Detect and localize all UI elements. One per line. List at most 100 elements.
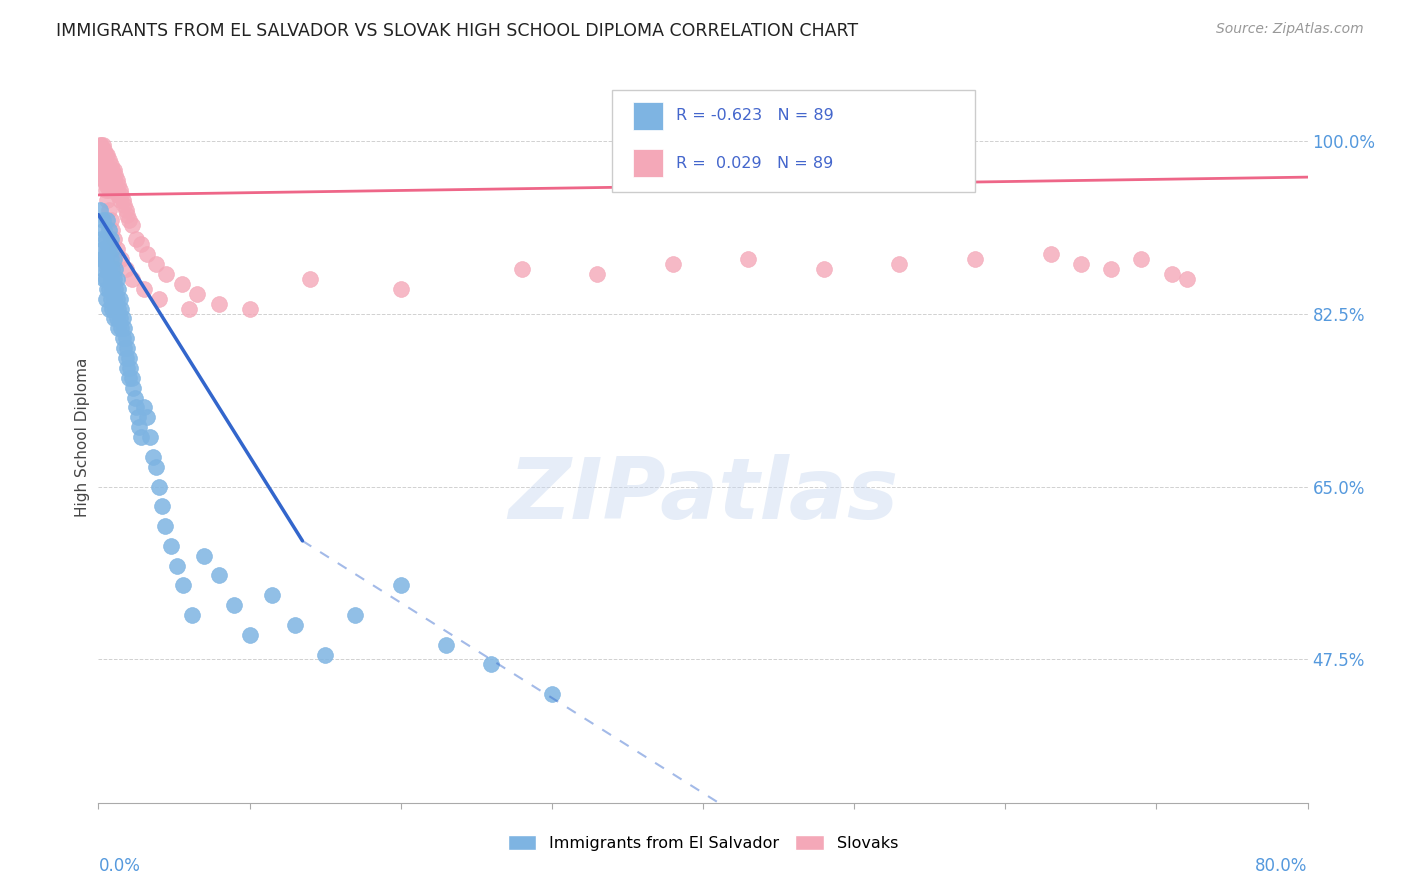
Point (91, 262, 114, 277)
Point (111, 311, 134, 326)
Point (89, 148, 111, 162)
Point (145, 257, 167, 271)
Point (90, 252, 112, 267)
Point (103, 311, 125, 326)
Point (118, 371, 141, 385)
Point (121, 371, 143, 385)
Point (103, 163, 125, 178)
Point (114, 262, 136, 277)
Point (94, 232, 117, 246)
Point (208, 568, 231, 582)
Point (104, 282, 127, 296)
Point (160, 539, 183, 553)
Point (181, 607, 204, 622)
Point (121, 218, 143, 232)
Point (179, 301, 201, 316)
Point (90, 138, 112, 153)
Point (114, 351, 136, 365)
Point (93, 153, 115, 168)
Point (94, 168, 117, 182)
Point (150, 500, 173, 514)
Point (314, 648, 336, 662)
Point (94, 148, 117, 162)
Point (208, 296, 231, 310)
Point (91, 242, 114, 256)
Point (107, 321, 129, 335)
Point (105, 292, 128, 306)
Point (108, 311, 131, 326)
Point (135, 247, 157, 261)
Point (96, 282, 118, 296)
Point (1160, 267, 1182, 281)
Point (93, 173, 115, 187)
Point (510, 262, 533, 277)
Point (148, 479, 170, 493)
Point (118, 212, 141, 227)
Point (107, 282, 129, 296)
Point (98, 282, 121, 296)
Point (93, 173, 115, 187)
Point (139, 430, 162, 444)
Point (110, 252, 132, 267)
Point (965, 252, 987, 267)
Point (132, 282, 155, 296)
Point (111, 193, 134, 207)
Point (104, 301, 127, 316)
Point (239, 628, 262, 642)
Point (145, 459, 167, 474)
Point (1070, 257, 1092, 271)
Point (1039, 247, 1062, 261)
Point (108, 292, 131, 306)
Point (96, 158, 118, 172)
Point (114, 202, 136, 217)
Point (96, 168, 118, 182)
Point (284, 618, 307, 632)
Point (107, 188, 129, 202)
Point (104, 262, 127, 277)
Point (586, 267, 609, 281)
Point (100, 178, 122, 192)
FancyBboxPatch shape (633, 102, 664, 129)
Point (94, 158, 117, 172)
Point (132, 401, 155, 415)
Point (172, 578, 194, 592)
Point (112, 198, 135, 212)
Point (90, 153, 112, 168)
Point (110, 321, 132, 335)
Point (98, 163, 121, 178)
Point (121, 272, 143, 286)
Point (101, 163, 124, 178)
Point (239, 301, 262, 316)
Point (110, 301, 132, 316)
Text: 80.0%: 80.0% (1256, 857, 1308, 875)
Point (105, 272, 128, 286)
Point (889, 257, 911, 271)
Point (1130, 252, 1153, 267)
Point (98, 222, 121, 236)
Point (434, 638, 457, 652)
Point (389, 578, 412, 592)
Point (93, 272, 115, 286)
Point (98, 153, 121, 168)
Point (101, 173, 124, 187)
Point (89, 138, 111, 153)
Point (104, 168, 127, 182)
Point (90, 158, 112, 172)
Point (98, 262, 121, 277)
Point (91, 158, 114, 172)
Point (108, 183, 131, 197)
Point (114, 331, 136, 345)
Text: 0.0%: 0.0% (98, 857, 141, 875)
Point (115, 360, 138, 375)
Point (129, 430, 152, 444)
Point (98, 202, 121, 217)
Point (193, 549, 215, 563)
Point (127, 410, 149, 425)
FancyBboxPatch shape (613, 90, 976, 192)
Point (94, 252, 117, 267)
Point (91, 168, 114, 182)
Point (112, 341, 135, 355)
Point (224, 598, 246, 612)
Point (103, 252, 125, 267)
Point (90, 148, 112, 162)
